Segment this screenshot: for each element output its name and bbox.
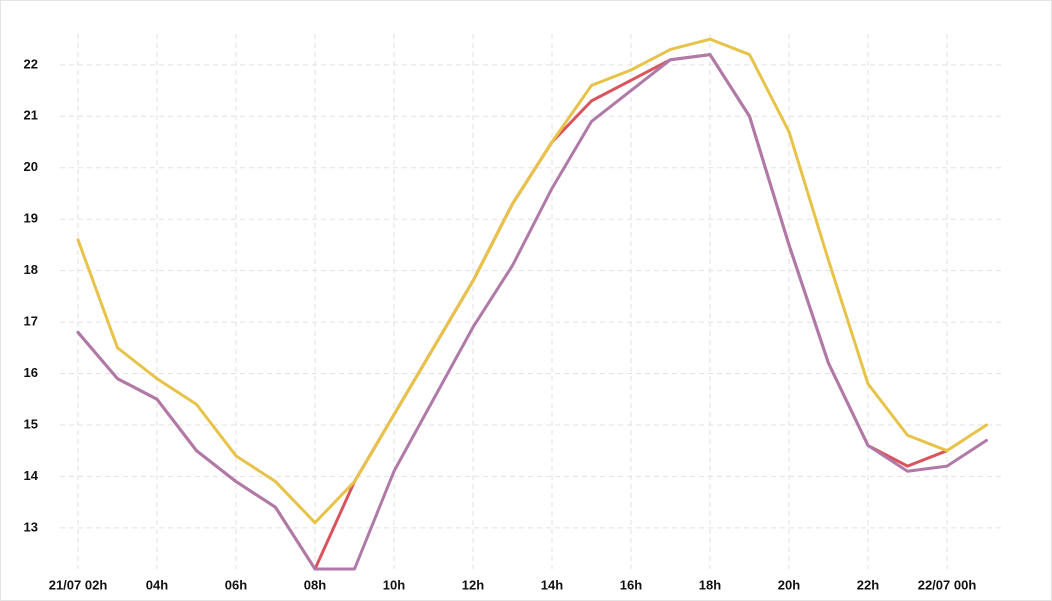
y-tick-label: 16 (24, 365, 38, 380)
plot (76, 37, 988, 571)
x-tick-label: 20h (778, 577, 800, 592)
series-line (76, 37, 988, 525)
x-tick-label: 12h (462, 577, 484, 592)
x-tick-label: 22/07 00h (918, 577, 977, 592)
y-tick-label: 22 (24, 56, 38, 71)
y-tick-label: 14 (24, 468, 39, 483)
series-line (76, 53, 949, 571)
x-tick-label: 10h (383, 577, 405, 592)
series-line (76, 53, 988, 571)
labels: 13 14 15 16 17 18 19 20 21 22 21/07 02h 04h 06h 08h 10… (24, 56, 977, 592)
x-tick-label: 04h (146, 577, 168, 592)
x-tick-label: 18h (699, 577, 721, 592)
x-tick-label: 16h (620, 577, 642, 592)
y-tick-label: 17 (24, 314, 38, 329)
x-tick-label: 22h (857, 577, 879, 592)
x-tick-label: 06h (225, 577, 247, 592)
y-tick-label: 20 (24, 159, 38, 174)
y-tick-label: 19 (24, 211, 38, 226)
x-tick-label: 14h (541, 577, 563, 592)
y-tick-label: 18 (24, 262, 38, 277)
x-tick-label: 21/07 02h (49, 577, 108, 592)
y-tick-label: 13 (24, 519, 38, 534)
y-tick-label: 21 (24, 108, 38, 123)
y-tick-label: 15 (24, 416, 38, 431)
grid (60, 34, 1005, 569)
x-tick-label: 08h (304, 577, 326, 592)
